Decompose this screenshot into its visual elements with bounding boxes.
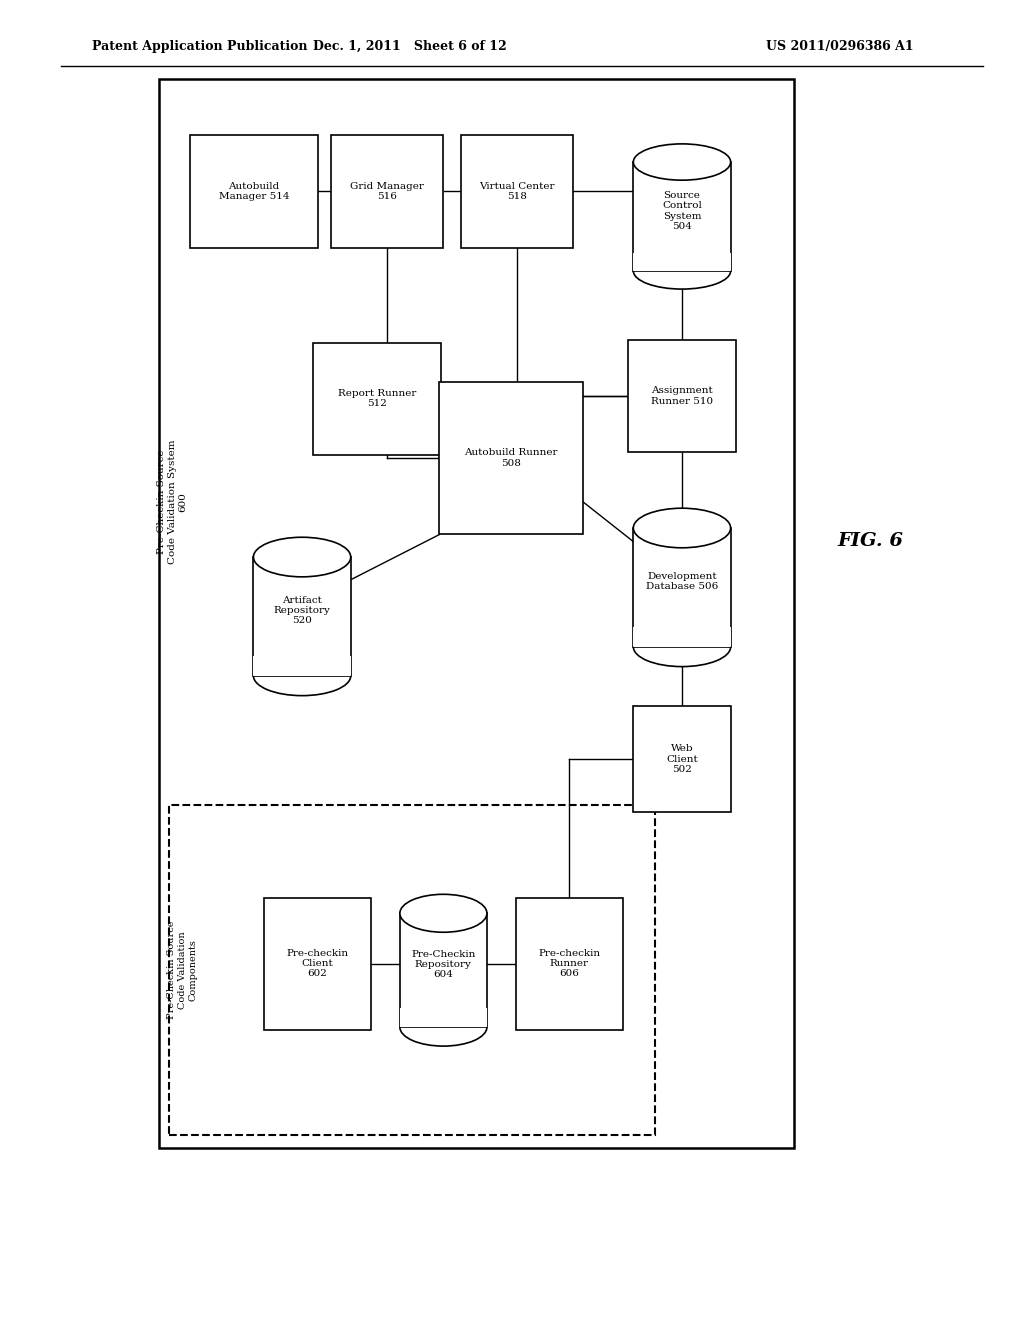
Text: Virtual Center
518: Virtual Center 518: [479, 182, 555, 201]
Ellipse shape: [399, 895, 487, 932]
Text: US 2011/0296386 A1: US 2011/0296386 A1: [766, 40, 913, 53]
Text: Artifact
Repository
520: Artifact Repository 520: [273, 595, 331, 626]
FancyBboxPatch shape: [190, 135, 317, 248]
FancyBboxPatch shape: [254, 557, 350, 676]
FancyBboxPatch shape: [633, 627, 731, 647]
Text: Source
Control
System
504: Source Control System 504: [663, 191, 701, 231]
FancyBboxPatch shape: [516, 898, 623, 1030]
Text: Pre-Checkin Source
Code Validation System
600: Pre-Checkin Source Code Validation Syste…: [157, 440, 187, 564]
FancyBboxPatch shape: [169, 805, 655, 1135]
Text: Pre-Checkin
Repository
604: Pre-Checkin Repository 604: [412, 949, 475, 979]
FancyBboxPatch shape: [633, 528, 731, 647]
FancyBboxPatch shape: [254, 656, 350, 676]
FancyBboxPatch shape: [629, 341, 735, 451]
FancyBboxPatch shape: [439, 383, 583, 533]
FancyBboxPatch shape: [399, 1008, 487, 1027]
Text: Development
Database 506: Development Database 506: [646, 572, 718, 591]
Text: Autobuild Runner
508: Autobuild Runner 508: [464, 449, 558, 467]
Text: Web
Client
502: Web Client 502: [666, 744, 698, 774]
Text: Dec. 1, 2011   Sheet 6 of 12: Dec. 1, 2011 Sheet 6 of 12: [312, 40, 507, 53]
Text: Assignment
Runner 510: Assignment Runner 510: [651, 387, 713, 405]
Ellipse shape: [633, 144, 731, 181]
Text: Autobuild
Manager 514: Autobuild Manager 514: [219, 182, 289, 201]
FancyBboxPatch shape: [633, 253, 731, 271]
FancyBboxPatch shape: [399, 913, 487, 1027]
FancyBboxPatch shape: [313, 343, 440, 454]
Text: Report Runner
512: Report Runner 512: [338, 389, 416, 408]
Text: Grid Manager
516: Grid Manager 516: [350, 182, 424, 201]
FancyBboxPatch shape: [633, 706, 731, 812]
FancyBboxPatch shape: [633, 162, 731, 271]
Text: Patent Application Publication: Patent Application Publication: [92, 40, 307, 53]
Text: Pre-checkin
Runner
606: Pre-checkin Runner 606: [539, 949, 600, 978]
Text: Pre-checkin
Client
602: Pre-checkin Client 602: [287, 949, 348, 978]
Ellipse shape: [254, 537, 350, 577]
Text: FIG. 6: FIG. 6: [838, 532, 903, 550]
Ellipse shape: [633, 508, 731, 548]
FancyBboxPatch shape: [159, 79, 794, 1148]
FancyBboxPatch shape: [331, 135, 443, 248]
FancyBboxPatch shape: [264, 898, 371, 1030]
FancyBboxPatch shape: [461, 135, 573, 248]
Text: Pre-Checkin Source
Code Validation
Components: Pre-Checkin Source Code Validation Compo…: [167, 921, 198, 1019]
